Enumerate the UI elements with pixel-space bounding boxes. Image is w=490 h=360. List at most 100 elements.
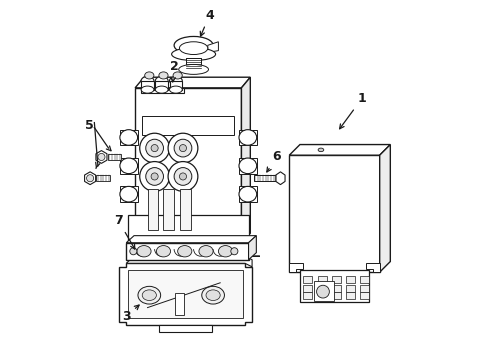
Bar bbox=[300, 270, 369, 302]
Bar bbox=[360, 292, 369, 299]
Ellipse shape bbox=[179, 145, 187, 152]
Ellipse shape bbox=[151, 145, 158, 152]
Polygon shape bbox=[128, 270, 243, 318]
Bar bbox=[346, 285, 355, 292]
Ellipse shape bbox=[173, 72, 182, 79]
Ellipse shape bbox=[120, 130, 138, 145]
Polygon shape bbox=[96, 150, 107, 163]
Polygon shape bbox=[108, 154, 121, 160]
Polygon shape bbox=[97, 175, 110, 181]
Ellipse shape bbox=[172, 48, 216, 60]
Bar bbox=[360, 285, 369, 292]
Ellipse shape bbox=[141, 86, 154, 93]
Polygon shape bbox=[147, 189, 158, 230]
Bar bbox=[346, 276, 355, 283]
Bar bbox=[303, 285, 312, 292]
Ellipse shape bbox=[159, 72, 168, 79]
Ellipse shape bbox=[156, 246, 171, 257]
Polygon shape bbox=[126, 236, 256, 243]
Polygon shape bbox=[186, 58, 201, 68]
Polygon shape bbox=[276, 172, 285, 185]
Ellipse shape bbox=[174, 168, 192, 185]
Ellipse shape bbox=[179, 42, 208, 54]
Ellipse shape bbox=[155, 86, 168, 93]
Ellipse shape bbox=[174, 36, 213, 54]
Ellipse shape bbox=[98, 153, 105, 161]
Bar bbox=[303, 292, 312, 299]
Ellipse shape bbox=[239, 186, 257, 202]
Text: 1: 1 bbox=[340, 92, 367, 129]
Bar bbox=[332, 276, 341, 283]
Polygon shape bbox=[141, 81, 154, 90]
Polygon shape bbox=[289, 145, 391, 155]
Polygon shape bbox=[85, 172, 96, 185]
Polygon shape bbox=[126, 256, 260, 267]
Bar bbox=[318, 292, 326, 299]
Bar bbox=[175, 293, 184, 315]
Ellipse shape bbox=[170, 77, 182, 85]
Bar bbox=[303, 276, 312, 283]
Ellipse shape bbox=[174, 139, 192, 157]
Ellipse shape bbox=[199, 246, 213, 257]
Ellipse shape bbox=[239, 130, 257, 145]
Ellipse shape bbox=[120, 158, 138, 174]
Ellipse shape bbox=[179, 64, 208, 75]
Text: 7: 7 bbox=[114, 214, 135, 249]
Ellipse shape bbox=[239, 158, 257, 174]
Bar bbox=[332, 292, 341, 299]
Polygon shape bbox=[170, 81, 182, 90]
Ellipse shape bbox=[87, 175, 94, 182]
Polygon shape bbox=[248, 236, 256, 260]
Polygon shape bbox=[380, 145, 391, 272]
Ellipse shape bbox=[318, 148, 324, 152]
Polygon shape bbox=[180, 189, 191, 230]
Ellipse shape bbox=[317, 285, 329, 298]
Polygon shape bbox=[254, 175, 279, 181]
Ellipse shape bbox=[146, 168, 164, 185]
Ellipse shape bbox=[168, 133, 198, 163]
Polygon shape bbox=[135, 77, 250, 88]
Ellipse shape bbox=[168, 162, 198, 192]
Ellipse shape bbox=[170, 86, 182, 93]
Text: 6: 6 bbox=[267, 150, 281, 172]
Ellipse shape bbox=[202, 286, 224, 304]
Bar bbox=[346, 292, 355, 299]
Text: 5: 5 bbox=[85, 118, 94, 131]
Polygon shape bbox=[126, 243, 248, 260]
Ellipse shape bbox=[231, 248, 238, 255]
Ellipse shape bbox=[130, 248, 137, 255]
Polygon shape bbox=[155, 81, 168, 90]
Ellipse shape bbox=[178, 246, 192, 257]
Polygon shape bbox=[164, 189, 174, 230]
Ellipse shape bbox=[206, 290, 220, 301]
Ellipse shape bbox=[155, 77, 168, 85]
Ellipse shape bbox=[219, 246, 233, 257]
Bar bbox=[314, 281, 334, 301]
Ellipse shape bbox=[145, 72, 154, 79]
Text: 3: 3 bbox=[122, 305, 139, 323]
Polygon shape bbox=[289, 155, 380, 272]
Polygon shape bbox=[239, 158, 257, 174]
Ellipse shape bbox=[140, 162, 170, 192]
Text: 4: 4 bbox=[200, 9, 214, 36]
Ellipse shape bbox=[146, 139, 164, 157]
Polygon shape bbox=[239, 186, 257, 202]
Ellipse shape bbox=[138, 286, 161, 304]
Text: 2: 2 bbox=[170, 60, 178, 82]
Polygon shape bbox=[142, 116, 234, 135]
Polygon shape bbox=[366, 263, 380, 272]
Bar bbox=[318, 276, 326, 283]
Ellipse shape bbox=[140, 133, 170, 163]
Ellipse shape bbox=[142, 290, 156, 301]
Ellipse shape bbox=[137, 246, 151, 257]
Bar bbox=[360, 276, 369, 283]
Polygon shape bbox=[120, 130, 138, 145]
Ellipse shape bbox=[179, 173, 187, 180]
Polygon shape bbox=[208, 42, 219, 53]
Polygon shape bbox=[135, 88, 242, 244]
Bar bbox=[318, 285, 326, 292]
Polygon shape bbox=[159, 325, 212, 332]
Bar bbox=[332, 285, 341, 292]
Ellipse shape bbox=[141, 77, 154, 85]
Polygon shape bbox=[242, 77, 250, 244]
